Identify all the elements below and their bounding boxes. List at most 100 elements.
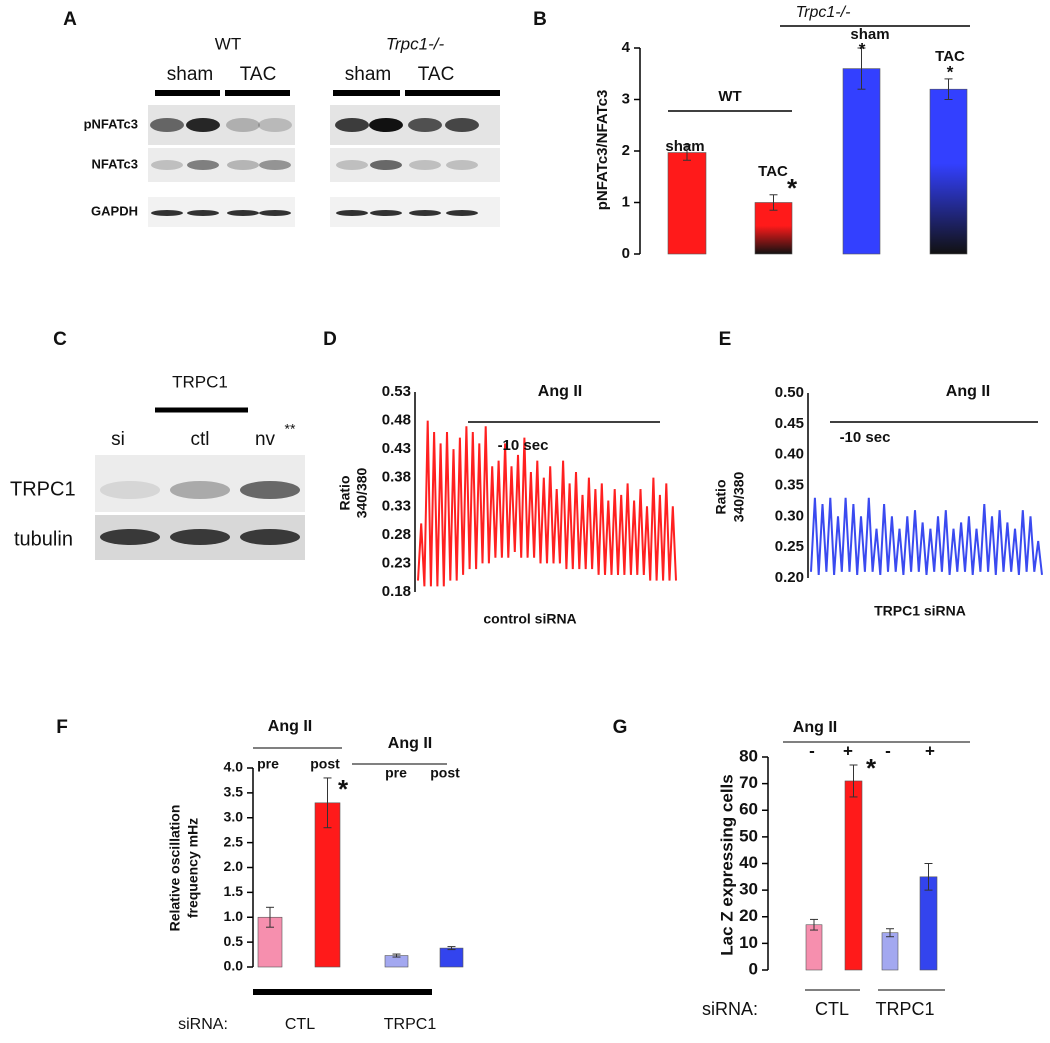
bar-label: post bbox=[310, 756, 340, 772]
y-tick-label: 0.35 bbox=[775, 476, 804, 493]
bar bbox=[929, 88, 968, 255]
blot-band bbox=[336, 160, 368, 170]
blot-band bbox=[151, 160, 183, 170]
blot-band bbox=[409, 160, 441, 170]
blot-band bbox=[408, 118, 442, 132]
blot-row-label: tubulin bbox=[14, 528, 73, 550]
blot-note: ** bbox=[285, 421, 296, 437]
blot-lane: sham bbox=[345, 64, 391, 85]
blot-band bbox=[369, 118, 403, 132]
panel-label: F bbox=[56, 717, 68, 738]
trace bbox=[417, 420, 677, 587]
bar-label: + bbox=[925, 741, 935, 760]
bar-label: TAC bbox=[935, 48, 965, 65]
blot-band bbox=[409, 210, 441, 216]
y-tick-label: 0.50 bbox=[775, 384, 804, 401]
blot-band bbox=[259, 160, 291, 170]
bar bbox=[881, 932, 899, 971]
y-tick-label: 0.30 bbox=[775, 507, 804, 524]
y-tick-label: 0 bbox=[749, 959, 758, 978]
blot-band bbox=[446, 210, 478, 216]
y-tick-label: 0.53 bbox=[382, 383, 411, 400]
bar bbox=[314, 802, 341, 968]
blot-band bbox=[100, 481, 160, 499]
bar-label: post bbox=[430, 765, 460, 781]
blot-image bbox=[330, 148, 500, 182]
blot-band bbox=[100, 529, 160, 545]
y-axis-label: Relative oscillation bbox=[167, 805, 183, 932]
bar-label: TAC bbox=[758, 163, 788, 180]
significance: * bbox=[866, 753, 877, 783]
y-tick-label: 0.38 bbox=[382, 469, 411, 486]
blot-band bbox=[370, 210, 402, 216]
group-label: WT bbox=[718, 88, 741, 105]
panel-label: D bbox=[323, 329, 337, 350]
y-axis-label: Ratio bbox=[713, 480, 729, 515]
blot-lane: TAC bbox=[240, 64, 277, 85]
y-tick-label: 0.43 bbox=[382, 440, 411, 457]
blot-header: TRPC1 bbox=[172, 372, 228, 391]
group-label: Trpc1-/- bbox=[796, 4, 851, 21]
significance: * bbox=[859, 39, 866, 58]
y-tick-label: 0.45 bbox=[775, 415, 804, 432]
bar-label: pre bbox=[257, 756, 279, 772]
bar-label: sham bbox=[850, 26, 889, 43]
blot-lane: si bbox=[111, 429, 125, 450]
y-tick-label: 0.48 bbox=[382, 412, 411, 429]
y-axis-label: frequency mHz bbox=[185, 818, 201, 918]
blot-group: Trpc1-/- bbox=[386, 34, 445, 53]
blot-row-label: TRPC1 bbox=[10, 478, 76, 500]
bar bbox=[842, 68, 881, 255]
blot-band bbox=[170, 529, 230, 545]
significance: * bbox=[947, 62, 954, 81]
x-axis-label: TRPC1 siRNA bbox=[874, 603, 966, 619]
significance: * bbox=[338, 774, 349, 804]
significance: * bbox=[787, 173, 798, 203]
x-axis-label: control siRNA bbox=[483, 611, 576, 627]
blot-band bbox=[335, 118, 369, 132]
y-tick-label: 3.0 bbox=[224, 808, 244, 824]
bar-label: - bbox=[885, 741, 891, 760]
blot-band bbox=[227, 210, 259, 216]
y-tick-label: 80 bbox=[739, 746, 758, 765]
blot-band bbox=[151, 210, 183, 216]
y-tick-label: 0.23 bbox=[382, 554, 411, 571]
blot-band bbox=[240, 529, 300, 545]
blot-band bbox=[258, 118, 292, 132]
bar bbox=[919, 876, 938, 971]
bar bbox=[754, 202, 793, 255]
y-tick-label: 0.33 bbox=[382, 497, 411, 514]
panel-label: E bbox=[719, 329, 732, 350]
y-tick-label: 1 bbox=[622, 193, 630, 210]
group-label: CTL bbox=[815, 999, 849, 1019]
y-axis-label: 340/380 bbox=[731, 471, 747, 522]
y-tick-label: 0.5 bbox=[224, 933, 244, 949]
y-tick-label: 10 bbox=[739, 933, 758, 952]
blot-row-label: pNFATc3 bbox=[84, 116, 138, 131]
y-tick-label: 0.18 bbox=[382, 583, 411, 600]
y-tick-label: 0.25 bbox=[775, 538, 804, 555]
time-label: -10 sec bbox=[498, 437, 549, 454]
panel-label: B bbox=[533, 9, 547, 30]
blot-band bbox=[187, 210, 219, 216]
bar-label: pre bbox=[385, 765, 407, 781]
y-tick-label: 2.0 bbox=[224, 858, 244, 874]
blot-band bbox=[186, 118, 220, 132]
bar-label: - bbox=[809, 741, 815, 760]
y-tick-label: 0.28 bbox=[382, 526, 411, 543]
bar bbox=[439, 947, 464, 968]
group-label: TRPC1 bbox=[384, 1016, 437, 1033]
sirna-label: siRNA: bbox=[178, 1016, 228, 1033]
blot-band bbox=[445, 118, 479, 132]
group-label: TRPC1 bbox=[875, 999, 934, 1019]
group-label: CTL bbox=[285, 1016, 315, 1033]
blot-band bbox=[227, 160, 259, 170]
blot-lane: sham bbox=[167, 64, 213, 85]
y-axis-label: pNFATc3/NFATc3 bbox=[594, 90, 611, 211]
blot-band bbox=[240, 481, 300, 499]
blot-lane: nv bbox=[255, 429, 276, 450]
blot-band bbox=[446, 160, 478, 170]
bar bbox=[844, 780, 863, 971]
bar bbox=[805, 924, 823, 971]
